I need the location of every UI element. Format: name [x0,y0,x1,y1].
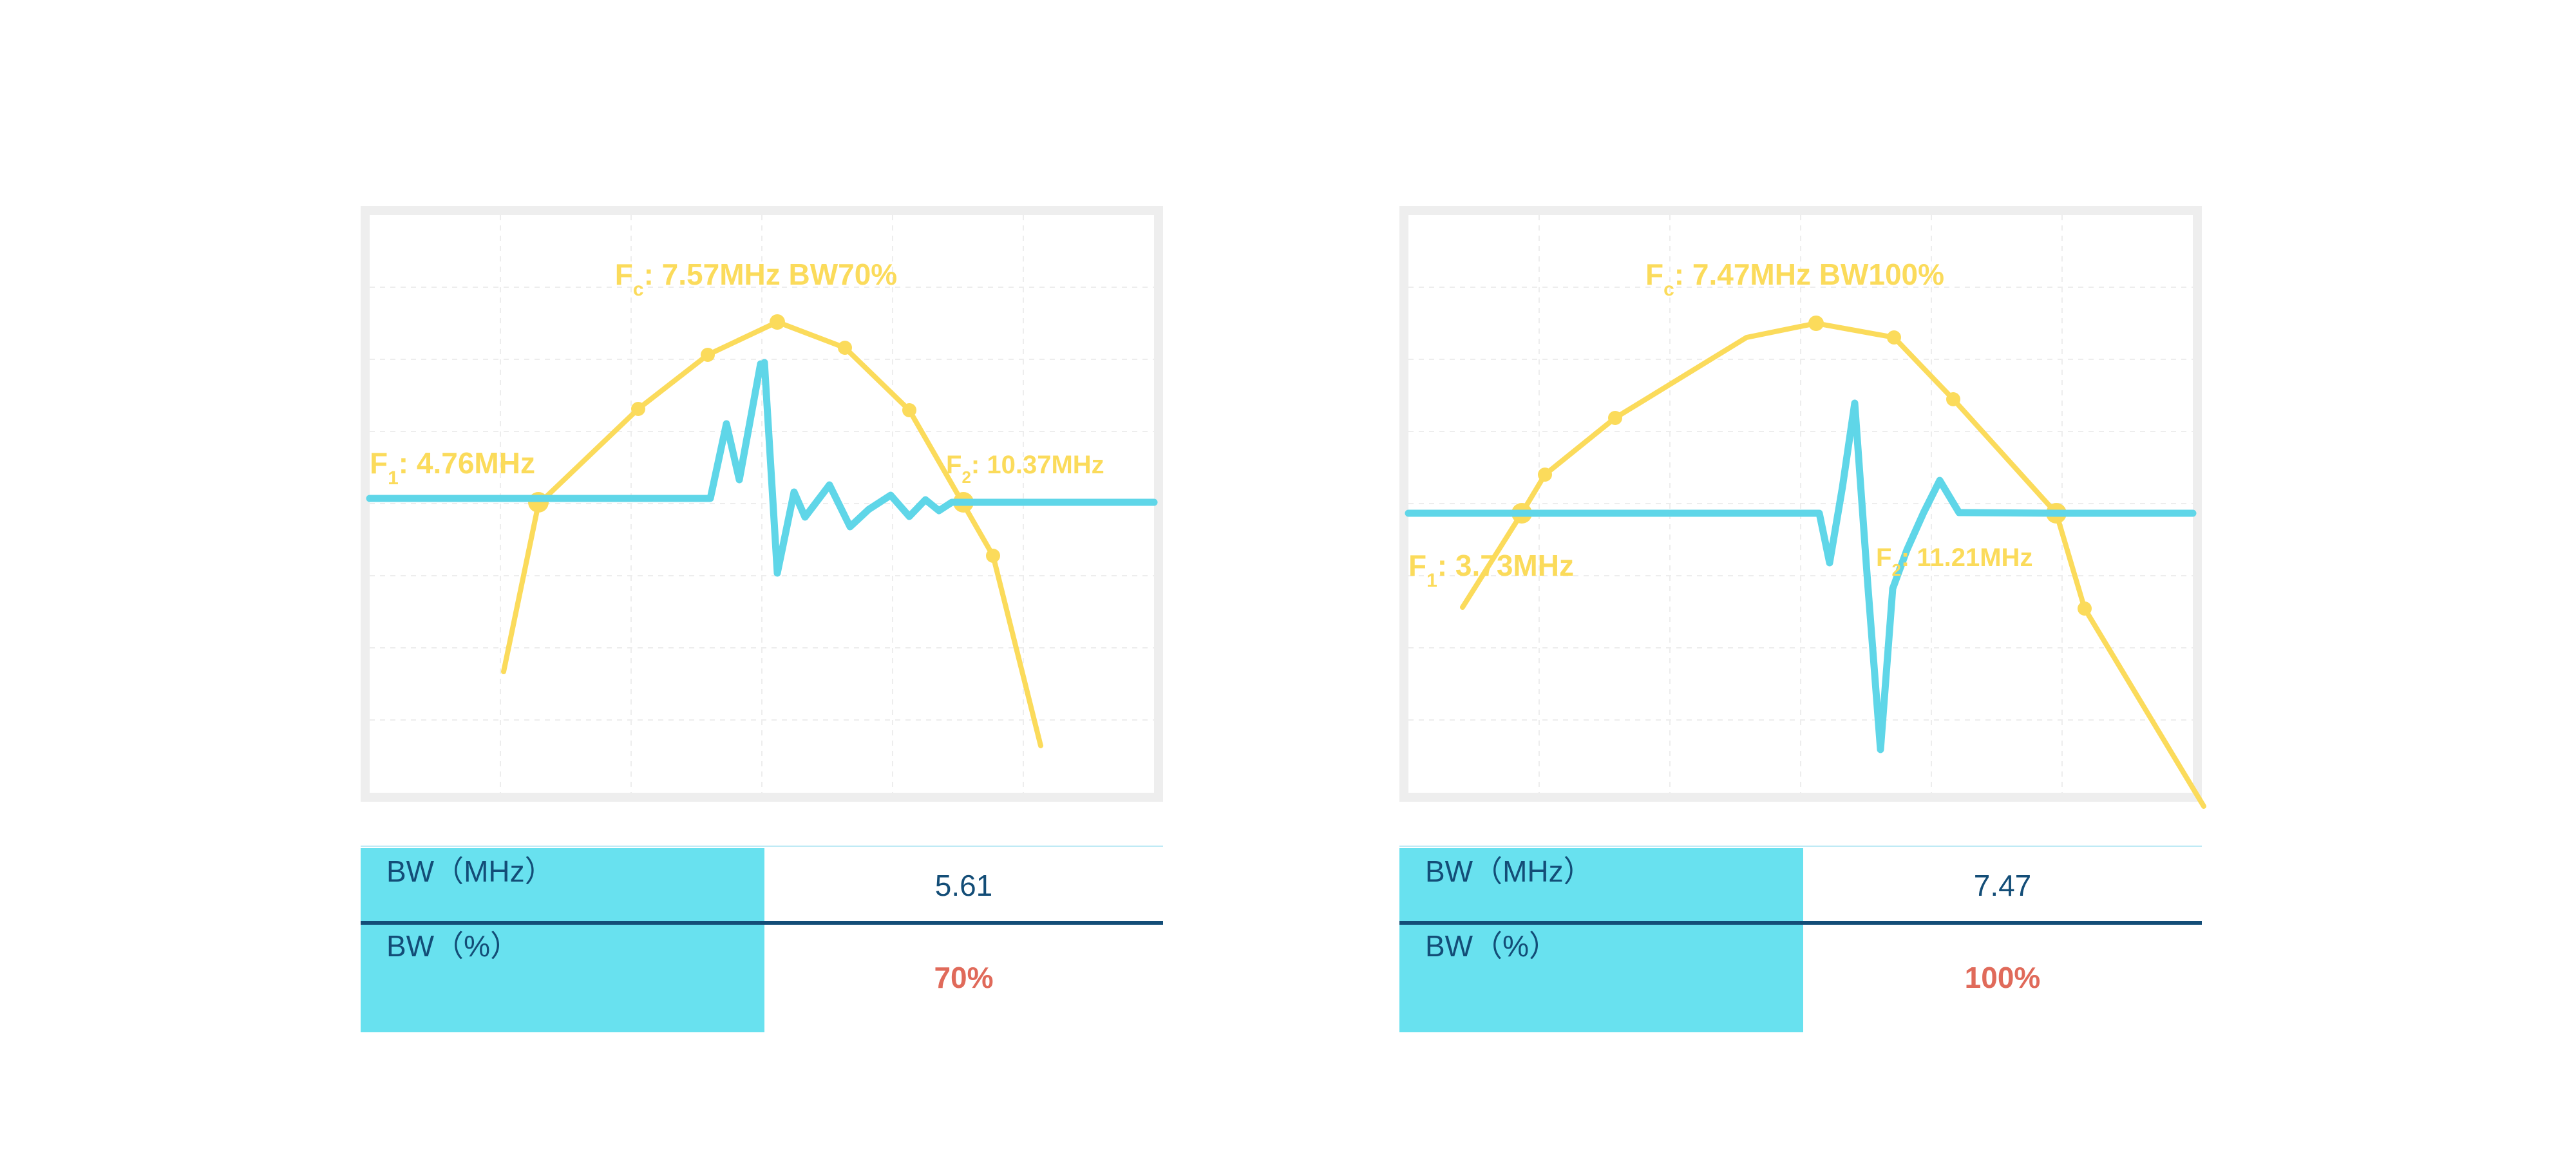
svg-text:Fc: 7.47MHz BW100%: Fc: 7.47MHz BW100% [1645,258,1944,300]
svg-text:Fc: 7.57MHz BW70%: Fc: 7.57MHz BW70% [615,258,897,300]
svg-text:F1: 3.73MHz: F1: 3.73MHz [1408,549,1574,591]
svg-text:F2: 11.21MHz: F2: 11.21MHz [1876,544,2032,580]
svg-text:F1: 4.76MHz: F1: 4.76MHz [370,446,535,489]
